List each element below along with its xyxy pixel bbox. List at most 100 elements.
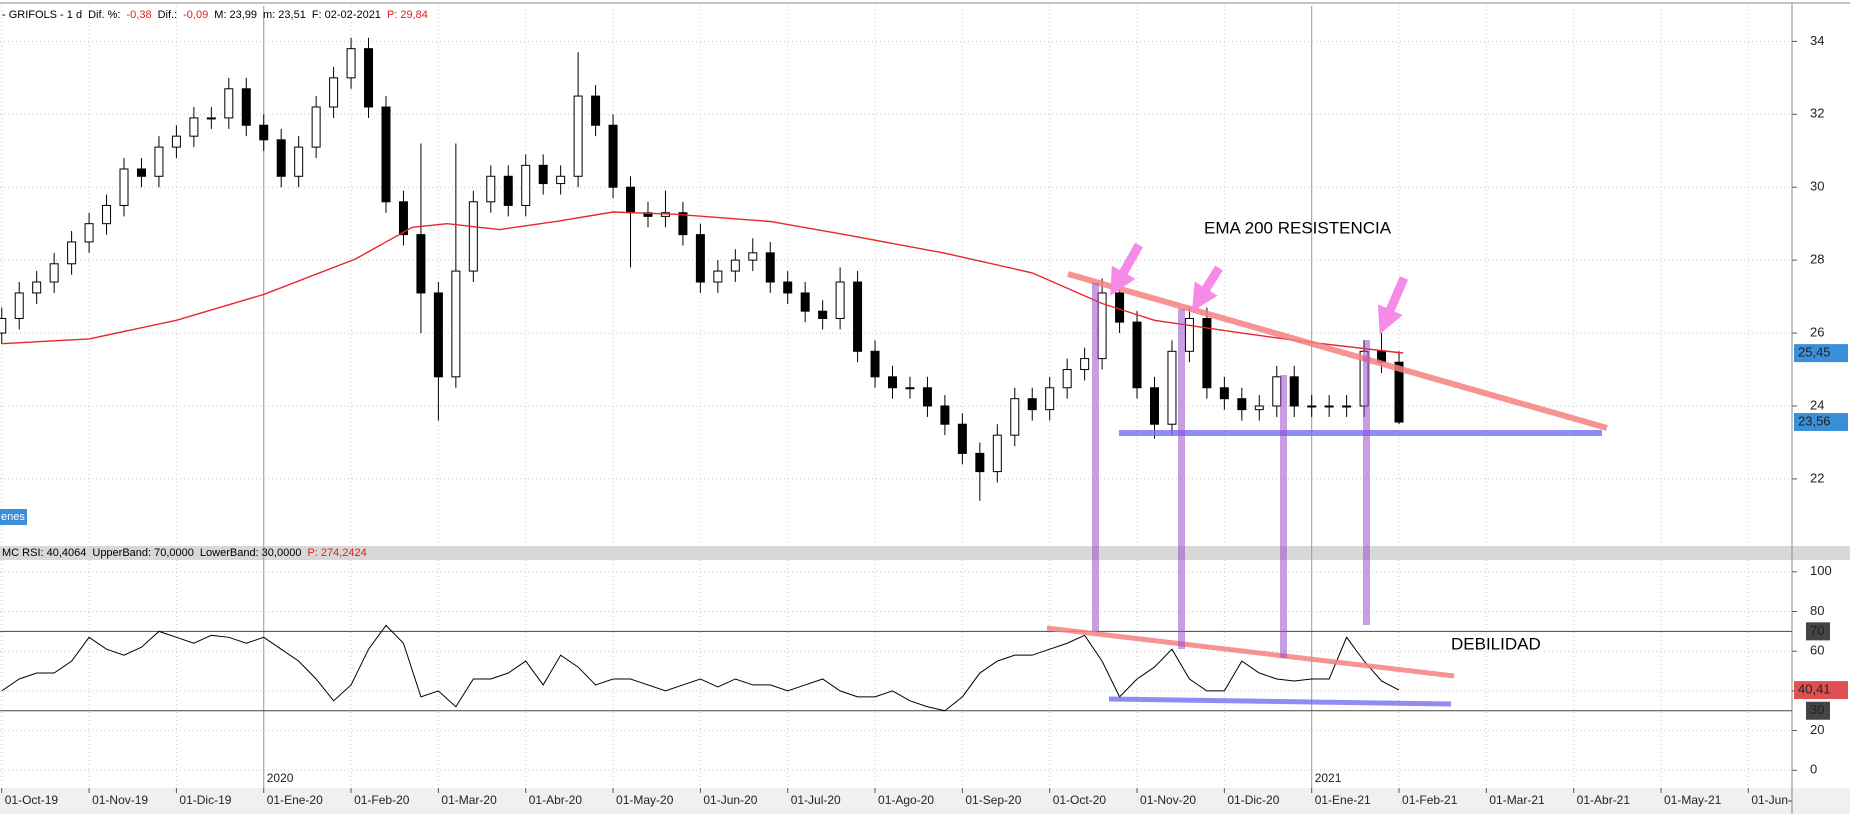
y-tick-label: 34: [1810, 33, 1824, 48]
ema-line: [1, 211, 1404, 354]
candle-body: [329, 77, 339, 108]
candle-body: [1045, 387, 1055, 411]
candle-body: [818, 310, 828, 319]
candle-body: [730, 259, 740, 272]
x-tick-label: 01-May-21: [1664, 793, 1722, 807]
y-tick-label: 20: [1810, 722, 1824, 737]
y-tick-label: 32: [1810, 106, 1824, 121]
price-marker: [1794, 344, 1848, 363]
rsi-line: [1, 624, 1400, 712]
y-tick-label: 80: [1810, 603, 1824, 618]
header-field: F: 02-02-2021: [312, 9, 381, 21]
rsi-trendline: [1046, 625, 1455, 679]
arrow: [1377, 276, 1409, 335]
candle-body: [503, 175, 513, 206]
candle-body: [1394, 361, 1404, 423]
x-tick-label: 01-Abr-20: [529, 793, 583, 807]
candle-body: [940, 405, 950, 425]
candle-body: [957, 423, 967, 454]
candle-body: [1237, 398, 1247, 411]
candle-body: [922, 387, 932, 407]
x-tick-label: 01-Nov-20: [1140, 793, 1196, 807]
x-tick-label: 01-Dic-20: [1227, 793, 1279, 807]
candle-body: [521, 164, 531, 206]
candle-body: [573, 95, 583, 177]
candle-body: [1202, 317, 1212, 389]
candle-body: [1167, 350, 1177, 425]
candle-body: [398, 201, 408, 236]
band-marker: [1806, 622, 1830, 641]
candle-body: [84, 223, 94, 243]
x-tick-label: 01-Jul-20: [791, 793, 841, 807]
candle-body: [695, 234, 705, 283]
header-field: m: 23,51: [263, 9, 306, 21]
divergence-bar: [1363, 340, 1370, 625]
x-tick-label: 01-Feb-21: [1402, 793, 1458, 807]
annotation: DEBILIDAD: [1451, 634, 1541, 653]
candle-body: [626, 186, 636, 214]
candle-body: [1010, 398, 1020, 436]
header-field: -0,09: [183, 9, 208, 21]
divergence-bar: [1092, 283, 1099, 631]
candle-body: [294, 146, 304, 177]
header-field: P: 274,2424: [307, 547, 366, 559]
y-tick-label: 30: [1810, 179, 1824, 194]
candle-body: [206, 117, 216, 120]
candle-body: [0, 317, 7, 334]
y-tick-label: 22: [1810, 470, 1824, 485]
candle-body: [486, 175, 496, 203]
candle-body: [154, 146, 164, 177]
candle-body: [224, 88, 234, 119]
x-axis-strip: [0, 788, 1850, 814]
divergence-bar: [1178, 309, 1185, 649]
candle-body: [276, 139, 286, 177]
candle-body: [1272, 376, 1282, 407]
y-tick-label: 28: [1810, 252, 1824, 267]
annotations: EMA 200 RESISTENCIA DEBILIDAD enes - GRI…: [0, 9, 1608, 707]
x-tick-label: 01-Mar-20: [441, 793, 497, 807]
price-marker-label: 23,56: [1798, 413, 1831, 428]
rsi-marker: [1794, 681, 1848, 700]
candle-body: [975, 452, 985, 473]
candle-body: [835, 281, 845, 319]
band-marker-label: 30: [1810, 702, 1824, 717]
candle-body: [364, 48, 374, 108]
year-label: 2020: [267, 771, 294, 785]
candle-body: [102, 204, 112, 225]
candle-body: [713, 270, 723, 283]
resistance-trendline: [1067, 271, 1608, 431]
candle-body: [346, 48, 356, 79]
header-field: M: 23,99: [214, 9, 257, 21]
year-label: 2021: [1315, 771, 1342, 785]
candle-body: [416, 234, 426, 294]
candle-body: [67, 241, 77, 265]
candle-body: [538, 164, 548, 185]
x-tick-label: 01-Ene-21: [1315, 793, 1371, 807]
candle-body: [783, 281, 793, 294]
x-tick-label: 01-Feb-20: [354, 793, 410, 807]
candle-body: [241, 88, 251, 126]
band-marker-label: 70: [1810, 623, 1824, 638]
panel-label-box: [0, 509, 27, 525]
price-header: - GRIFOLS - 1 d Dif. %: -0,38 Dif.: -0,09 M: …: [2, 9, 428, 21]
x-tick-label: 01-Abr-21: [1577, 793, 1631, 807]
candle-body: [556, 175, 566, 185]
y-tick-label: 26: [1810, 325, 1824, 340]
annotation: EMA 200 RESISTENCIA: [1204, 218, 1392, 237]
candle-body: [1080, 358, 1090, 371]
candle-body: [49, 263, 59, 283]
x-tick-label: 01-Jun-21: [1751, 793, 1805, 807]
x-tick-label: 01-Oct-19: [5, 793, 59, 807]
y-tick-label: 100: [1810, 563, 1832, 578]
header-field: LowerBand: 30,0000: [200, 547, 302, 559]
candle-body: [800, 292, 810, 312]
x-tick-label: 01-Dic-19: [179, 793, 231, 807]
candle-body: [189, 117, 199, 137]
candle-body: [1254, 405, 1264, 411]
candle-body: [591, 95, 601, 126]
candle-body: [1184, 317, 1194, 352]
candle-body: [905, 387, 915, 390]
candle-body: [32, 281, 42, 294]
